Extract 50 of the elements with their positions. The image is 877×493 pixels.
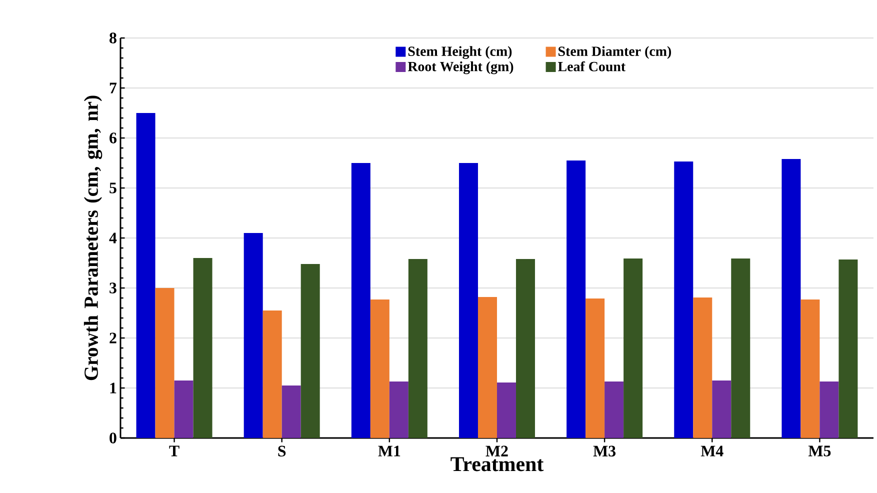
y-tick-label: 1 (110, 382, 116, 394)
y-tick-label: 4 (109, 232, 117, 244)
bar (586, 298, 605, 438)
y-tick-label: 6 (110, 132, 116, 144)
legend-label: Stem Diamter (cm) (558, 46, 672, 59)
y-tick-label: 5 (110, 182, 116, 194)
bar (300, 264, 320, 438)
x-tick-label: S (278, 446, 286, 456)
bar (389, 381, 408, 438)
bar (496, 382, 516, 438)
y-axis-title: Growth Parameters (cm, gm, nr) (84, 96, 102, 380)
bar (800, 299, 820, 438)
bar (370, 299, 390, 438)
legend-label: Stem Height (cm) (408, 46, 512, 59)
legend-label: Root Weight (gm) (408, 61, 514, 74)
bar (624, 258, 643, 438)
x-tick-label: M5 (808, 446, 831, 456)
bar (674, 161, 694, 438)
legend-label: Leaf Count (558, 61, 626, 72)
bar (193, 258, 212, 438)
bar (262, 310, 282, 438)
y-tick-label: 0 (110, 432, 116, 444)
x-axis-title: Treatment (450, 457, 544, 472)
bar (244, 232, 263, 438)
x-tick-label: M4 (700, 446, 724, 456)
bar (566, 160, 586, 438)
bar (693, 297, 712, 438)
bar (478, 296, 497, 438)
bar (351, 162, 370, 438)
x-tick-label: M2 (486, 446, 508, 456)
bar (282, 385, 301, 438)
x-tick-label: M3 (593, 446, 616, 456)
bar (174, 380, 194, 438)
y-tick-label: 8 (110, 32, 116, 44)
bar (458, 162, 478, 438)
bar (731, 258, 750, 438)
bar (155, 288, 174, 438)
y-tick-label: 3 (110, 282, 116, 294)
bar (820, 381, 839, 438)
bar (782, 158, 801, 438)
x-tick-label: T (169, 446, 180, 456)
bar (712, 380, 732, 438)
y-tick-label: 2 (110, 332, 116, 344)
bar (838, 259, 858, 438)
bar (516, 258, 535, 438)
bar (604, 381, 624, 438)
x-tick-label: M1 (378, 446, 400, 456)
y-tick-label: 7 (110, 82, 117, 94)
bar (136, 112, 156, 438)
bar (408, 258, 428, 438)
